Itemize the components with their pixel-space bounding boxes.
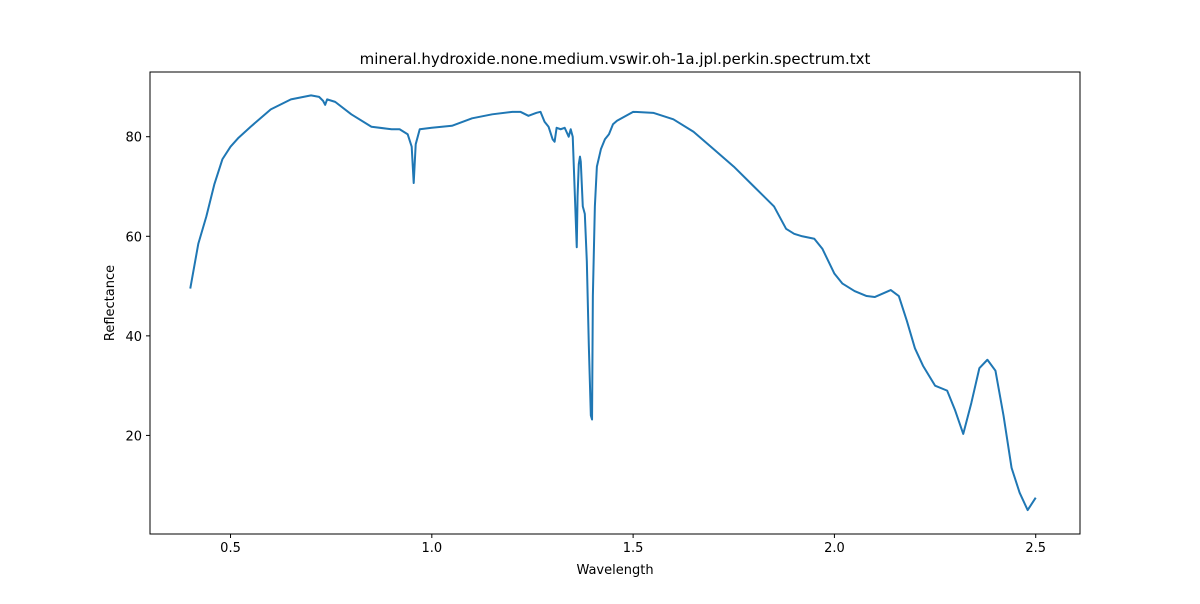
x-tick-label: 2.5 (1025, 541, 1046, 556)
y-axis: 20 40 60 80 (125, 131, 150, 444)
y-tick-label: 80 (125, 131, 142, 146)
x-axis: 0.5 1.0 1.5 2.0 2.5 (220, 534, 1046, 556)
y-tick-label: 20 (125, 429, 142, 444)
x-tick-label: 1.5 (623, 541, 644, 556)
x-tick-label: 1.0 (421, 541, 442, 556)
x-tick-label: 0.5 (220, 541, 241, 556)
y-tick-label: 40 (125, 330, 142, 345)
chart-title: mineral.hydroxide.none.medium.vswir.oh-1… (360, 50, 871, 68)
x-axis-label: Wavelength (576, 563, 653, 578)
plot-area (189, 94, 1037, 512)
x-tick-label: 2.0 (824, 541, 845, 556)
y-axis-label: Reflectance (103, 265, 118, 341)
plot-frame (149, 71, 1081, 535)
y-tick-label: 60 (125, 230, 142, 245)
spectrum-line (189, 94, 1037, 512)
